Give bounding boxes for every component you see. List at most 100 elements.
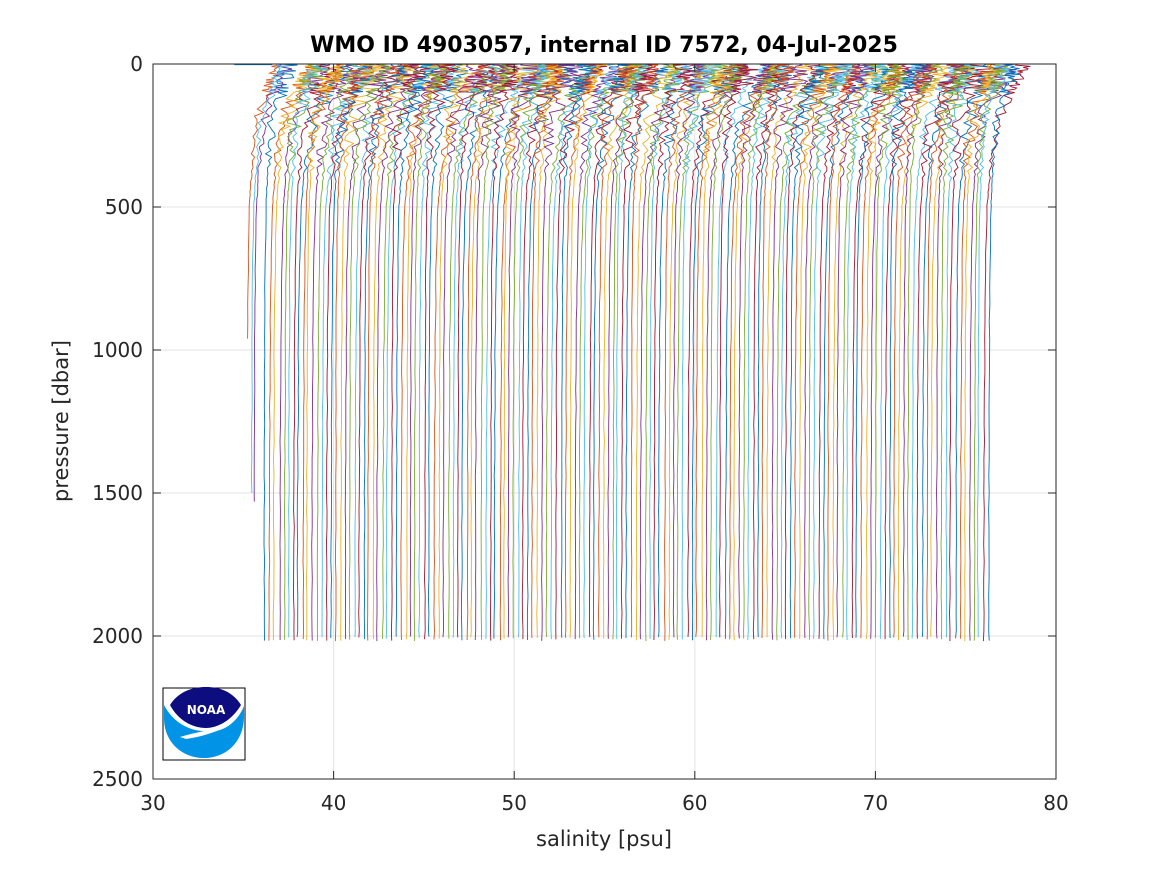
salinity-profile-line [457, 63, 496, 638]
salinity-profile-line [438, 63, 482, 639]
salinity-profile-line [940, 63, 980, 640]
x-tick-label: 80 [1043, 791, 1068, 815]
salinity-profile-line [949, 63, 996, 642]
salinity-profile-line [367, 64, 406, 641]
salinity-profile-line [988, 63, 1021, 641]
salinity-profile-line [681, 63, 722, 640]
salinity-profile-line [649, 63, 690, 639]
salinity-profile-line [348, 63, 392, 640]
x-axis-label: salinity [psu] [536, 827, 672, 851]
salinity-profile-line [395, 63, 440, 637]
salinity-profile-line [560, 63, 601, 638]
salinity-profile-line [424, 63, 459, 640]
salinity-profile-line [583, 63, 621, 639]
salinity-profile-line [842, 63, 898, 638]
salinity-profile-line [340, 63, 386, 641]
salinity-profile-line [860, 63, 907, 639]
salinity-profile-line [977, 63, 1011, 638]
y-tick-label: 0 [130, 52, 143, 76]
salinity-profile-line [503, 63, 541, 639]
salinity-profile-line [761, 63, 797, 639]
plot-area: 30 40 50 60 70 80 0 500 1000 1500 2000 2500 [92, 52, 1069, 815]
salinity-profile-line [715, 63, 770, 638]
logo-upper-dome [170, 687, 241, 728]
salinity-profile-line [846, 63, 889, 641]
salinity-profile-line [771, 63, 809, 640]
salinity-profile-line [448, 63, 501, 639]
salinity-profile-line [413, 63, 451, 642]
salinity-profile-line [385, 63, 442, 639]
salinity-profile-line [789, 63, 835, 639]
salinity-profile-line [405, 63, 450, 640]
salinity-profile-line [536, 63, 570, 639]
salinity-profile-line [897, 63, 952, 641]
salinity-profile-line [316, 63, 365, 641]
salinity-profile-line [879, 63, 925, 639]
salinity-profile-line [836, 63, 878, 638]
salinity-profile-line [757, 63, 796, 638]
salinity-profile-line [645, 63, 690, 642]
ticks-layer: 30 40 50 60 70 80 0 500 1000 1500 2000 2500 [92, 52, 1069, 815]
salinity-profile-line [268, 63, 321, 641]
salinity-profile-line [827, 63, 861, 641]
salinity-profile-line [635, 63, 681, 641]
salinity-profile-line [733, 63, 782, 641]
salinity-profile-line [284, 63, 331, 640]
chart-title: WMO ID 4903057, internal ID 7572, 04-Jul… [310, 33, 898, 58]
salinity-profile-line [701, 63, 741, 638]
salinity-profile-line [804, 63, 851, 639]
salinity-profile-line [893, 63, 938, 638]
salinity-profile-line [442, 63, 489, 638]
y-tick-label: 500 [105, 195, 143, 219]
salinity-profile-line [916, 63, 975, 639]
salinity-profile-line [564, 63, 605, 638]
salinity-profile-line [470, 63, 519, 638]
y-tick-label: 2500 [92, 767, 143, 791]
y-axis-label: pressure [dbar] [49, 340, 73, 502]
profiles-layer [234, 63, 1031, 642]
short-salinity-profile-line [250, 63, 288, 494]
salinity-profile-line [964, 63, 1007, 642]
salinity-profile-line [569, 63, 607, 638]
noaa-logo: NOAA [162, 687, 246, 761]
salinity-profile-line [287, 63, 329, 638]
salinity-profile-line [427, 63, 469, 637]
salinity-profile-line [902, 63, 935, 637]
short-salinity-profile-line [253, 63, 293, 502]
logo-seagull [180, 726, 228, 739]
salinity-profile-line [719, 63, 759, 638]
y-tick-label: 1000 [92, 338, 143, 362]
salinity-profile-line [493, 63, 549, 639]
salinity-profile-line [279, 63, 331, 640]
salinity-profile-line [676, 63, 729, 640]
salinity-profile-line [334, 63, 371, 642]
salinity-profile-line [784, 63, 824, 640]
salinity-profile-line [855, 63, 901, 638]
x-tick-label: 40 [321, 791, 346, 815]
salinity-profile-line [344, 63, 395, 640]
salinity-profile-line [955, 63, 1001, 639]
salinity-profile-line [945, 63, 985, 638]
salinity-profile-line [526, 63, 577, 641]
salinity-profile-line [480, 63, 518, 640]
salinity-profile-line [433, 63, 488, 640]
salinity-profile-line [780, 63, 831, 639]
y-tick-label: 1500 [92, 481, 143, 505]
salinity-profile-line [518, 63, 556, 638]
salinity-profile-line [578, 63, 635, 639]
axes-box [152, 63, 1057, 780]
salinity-profile-line [921, 63, 972, 637]
salinity-profile-line [687, 63, 739, 637]
salinity-profile-line [612, 63, 654, 640]
salinity-profile-line [866, 63, 907, 639]
salinity-profile-line [545, 63, 593, 637]
x-tick-label: 60 [682, 791, 707, 815]
salinity-profile-line [738, 63, 777, 639]
salinity-profile-line [630, 63, 659, 638]
salinity-profile-line [889, 63, 929, 639]
salinity-profile-line [321, 63, 376, 638]
salinity-profile-line [541, 63, 584, 641]
x-tick-label: 30 [140, 791, 165, 815]
salinity-profile-line [874, 63, 909, 638]
